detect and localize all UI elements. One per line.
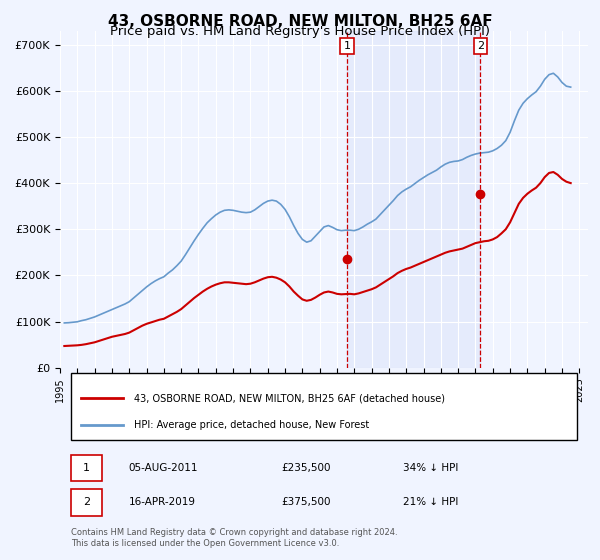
Text: Contains HM Land Registry data © Crown copyright and database right 2024.
This d: Contains HM Land Registry data © Crown c… <box>71 528 397 548</box>
FancyBboxPatch shape <box>71 455 102 482</box>
Text: £375,500: £375,500 <box>282 497 331 507</box>
Text: 2: 2 <box>83 497 90 507</box>
Text: 34% ↓ HPI: 34% ↓ HPI <box>403 463 458 473</box>
Text: 43, OSBORNE ROAD, NEW MILTON, BH25 6AF (detached house): 43, OSBORNE ROAD, NEW MILTON, BH25 6AF (… <box>134 393 445 403</box>
Text: 05-AUG-2011: 05-AUG-2011 <box>128 463 198 473</box>
Text: 43, OSBORNE ROAD, NEW MILTON, BH25 6AF: 43, OSBORNE ROAD, NEW MILTON, BH25 6AF <box>107 14 493 29</box>
Text: 1: 1 <box>344 41 350 51</box>
Text: 16-APR-2019: 16-APR-2019 <box>128 497 196 507</box>
Text: 1: 1 <box>83 463 90 473</box>
Bar <box>347 31 481 368</box>
Text: 21% ↓ HPI: 21% ↓ HPI <box>403 497 458 507</box>
Text: £235,500: £235,500 <box>282 463 331 473</box>
Text: Price paid vs. HM Land Registry's House Price Index (HPI): Price paid vs. HM Land Registry's House … <box>110 25 490 38</box>
FancyBboxPatch shape <box>71 374 577 440</box>
FancyBboxPatch shape <box>71 489 102 516</box>
Text: HPI: Average price, detached house, New Forest: HPI: Average price, detached house, New … <box>134 419 369 430</box>
Text: 2: 2 <box>477 41 484 51</box>
